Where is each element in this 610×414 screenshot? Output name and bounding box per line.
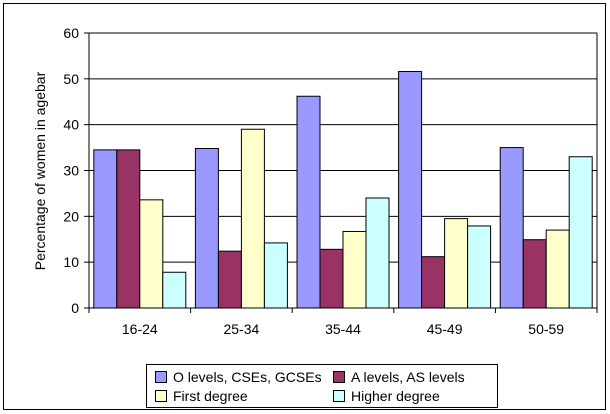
bar-50-59-0 <box>499 147 524 309</box>
legend-item: First degree <box>155 387 248 405</box>
bar-45-49-2 <box>444 218 469 309</box>
legend-label: Higher degree <box>351 388 440 404</box>
bar-35-44-1 <box>319 248 344 309</box>
bar-45-49-1 <box>421 256 446 309</box>
legend-label: O levels, CSEs, GCSEs <box>173 369 322 385</box>
bar-25-34-2 <box>240 128 265 309</box>
bar-25-34-1 <box>217 250 242 309</box>
bar-25-34-3 <box>263 242 288 309</box>
legend: O levels, CSEs, GCSEs A levels, AS levels… <box>146 364 498 408</box>
legend-label: First degree <box>173 388 248 404</box>
bar-35-44-2 <box>342 230 367 309</box>
y-tick-label: 60 <box>63 25 79 41</box>
bar-16-24-1 <box>116 149 141 309</box>
legend-item: A levels, AS levels <box>333 368 465 386</box>
y-tick-label: 0 <box>71 300 79 316</box>
bar-16-24-0 <box>93 149 118 309</box>
bar-50-59-2 <box>545 229 570 309</box>
bar-35-44-0 <box>296 95 321 309</box>
legend-label: A levels, AS levels <box>351 369 465 385</box>
bar-35-44-3 <box>365 197 390 309</box>
y-tick-label: 40 <box>63 117 79 133</box>
y-tick-label: 20 <box>63 208 79 224</box>
y-tick-label: 50 <box>63 71 79 87</box>
bar-50-59-1 <box>522 239 547 309</box>
bar-45-49-0 <box>398 71 423 309</box>
x-tick-label: 45-49 <box>427 321 463 337</box>
axes: 0 10 20 30 40 50 60 16-24 25-34 35-44 45-49 50-59 <box>63 25 598 337</box>
legend-swatch <box>155 390 167 402</box>
legend-item: Higher degree <box>333 387 440 405</box>
x-tick-label: 35-44 <box>325 321 361 337</box>
bar-16-24-2 <box>139 199 164 309</box>
bar-25-34-0 <box>194 148 219 309</box>
bar-45-49-3 <box>467 225 492 309</box>
y-tick-label: 30 <box>63 163 79 179</box>
y-axis-label: Percentage of women in agebar <box>32 71 48 270</box>
legend-item: O levels, CSEs, GCSEs <box>155 368 322 386</box>
legend-swatch <box>155 371 167 383</box>
x-tick-label: 16-24 <box>122 321 158 337</box>
legend-swatch <box>333 371 345 383</box>
x-tick-label: 50-59 <box>528 321 564 337</box>
bars <box>93 71 593 309</box>
bar-16-24-3 <box>162 271 187 309</box>
legend-swatch <box>333 390 345 402</box>
y-tick-label: 10 <box>63 254 79 270</box>
x-tick-label: 25-34 <box>223 321 259 337</box>
bar-50-59-3 <box>568 156 593 309</box>
